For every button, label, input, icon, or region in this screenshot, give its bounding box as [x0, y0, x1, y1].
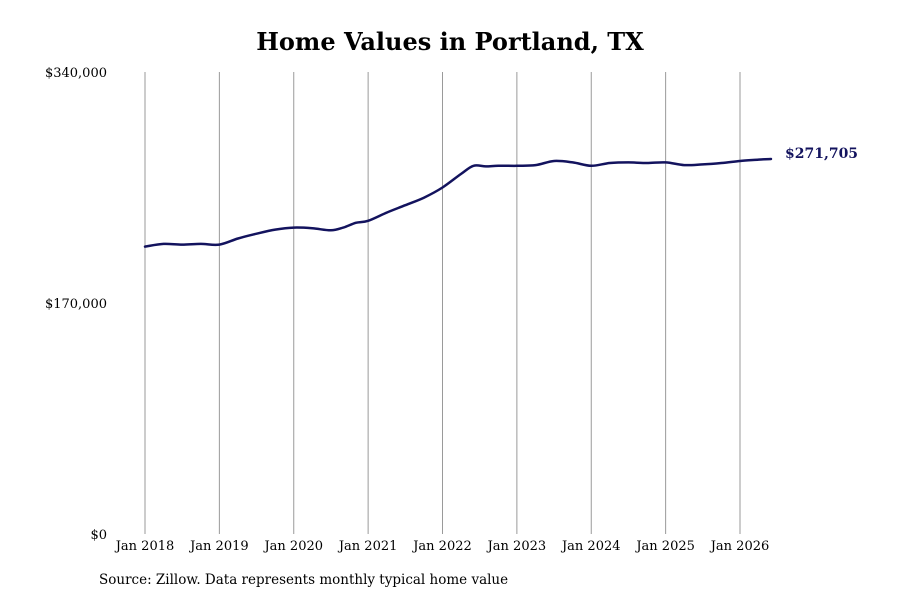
end-labels: $271,705: [785, 146, 858, 162]
y-axis-ticks: $0 $170,000 $340,000: [45, 66, 107, 543]
series-layer: [143, 157, 773, 248]
series-line: [143, 157, 773, 248]
y-tick-label: $170,000: [45, 297, 107, 312]
x-tick-label: Jan 2020: [262, 539, 323, 554]
gridlines: [144, 72, 741, 534]
source-note: Source: Zillow. Data represents monthly …: [99, 572, 509, 588]
x-tick-label: Jan 2018: [114, 539, 175, 554]
x-axis-ticks: Jan 2018 Jan 2019 Jan 2020 Jan 2021 Jan 2022…: [114, 539, 770, 554]
y-tick-label: $0: [90, 528, 107, 543]
x-tick-label: Jan 2024: [560, 539, 621, 554]
last-value-label: $271,705: [785, 146, 858, 162]
x-tick-label: Jan 2019: [188, 539, 249, 554]
x-tick-label: Jan 2021: [337, 539, 398, 554]
y-tick-label: $340,000: [45, 66, 107, 81]
x-tick-label: Jan 2023: [486, 539, 547, 554]
x-tick-label: Jan 2025: [634, 539, 695, 554]
x-tick-label: Jan 2022: [411, 539, 472, 554]
chart-title: Home Values in Portland, TX: [256, 27, 644, 56]
x-tick-label: Jan 2026: [709, 539, 770, 554]
